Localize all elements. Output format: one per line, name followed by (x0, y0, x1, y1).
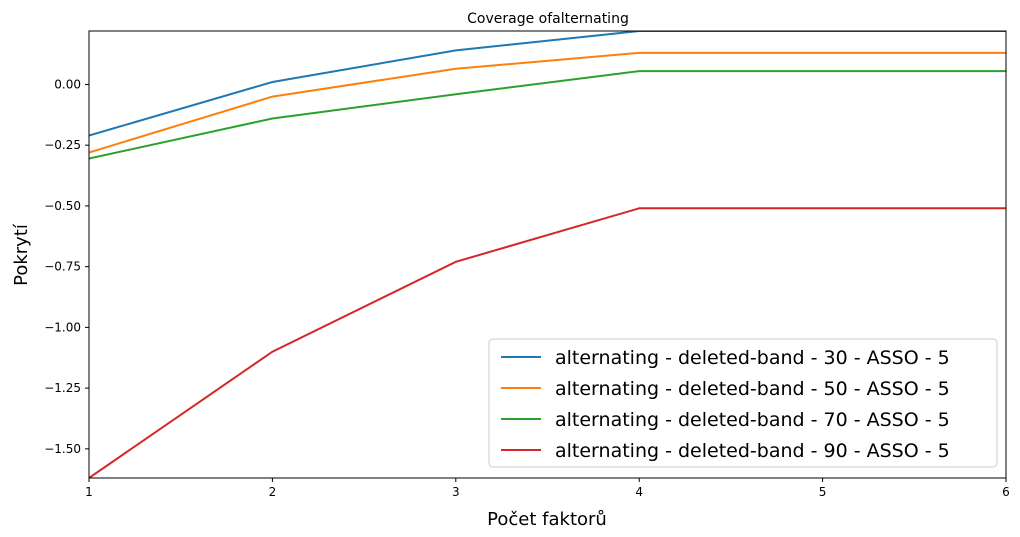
y-tick-label: −1.25 (44, 381, 81, 395)
series-layer (89, 31, 1006, 478)
y-tick-label: −1.50 (44, 442, 81, 456)
y-tick-label: −0.75 (44, 260, 81, 274)
x-tick-label: 4 (635, 485, 643, 499)
legend-entry: alternating - deleted-band - 30 - ASSO -… (555, 347, 950, 369)
x-tick-label: 6 (1002, 485, 1010, 499)
series-line-4 (89, 207, 1006, 478)
series-line-1 (89, 31, 1006, 137)
legend-entry: alternating - deleted-band - 50 - ASSO -… (555, 378, 950, 400)
plot-frame (88, 30, 1007, 479)
y-axis-ticks: 0.00 −0.25 −0.50 −0.75 −1.00 −1.25 −1.50 (44, 77, 89, 456)
legend: alternating - deleted-band - 30 - ASSO -… (488, 338, 998, 468)
x-tick-label: 3 (452, 485, 460, 499)
x-axis-ticks: 1 2 3 4 5 6 (85, 478, 1010, 499)
series-line-2 (89, 51, 1006, 154)
y-tick-label: −0.50 (44, 199, 81, 213)
legend-entry: alternating - deleted-band - 70 - ASSO -… (555, 409, 950, 431)
x-axis-label: Počet faktorů (487, 509, 607, 530)
series-line-3 (89, 70, 1006, 160)
legend-box (488, 338, 998, 468)
y-tick-label: −1.00 (44, 320, 81, 334)
x-tick-label: 5 (819, 485, 827, 499)
x-tick-label: 1 (85, 485, 93, 499)
legend-entry: alternating - deleted-band - 90 - ASSO -… (555, 440, 950, 462)
y-axis-label: Pokrytí (11, 223, 32, 286)
y-tick-label: −0.25 (44, 138, 81, 152)
x-tick-label: 2 (269, 485, 277, 499)
chart-title: Coverage ofalternating (467, 11, 629, 27)
y-tick-label: 0.00 (54, 77, 81, 91)
